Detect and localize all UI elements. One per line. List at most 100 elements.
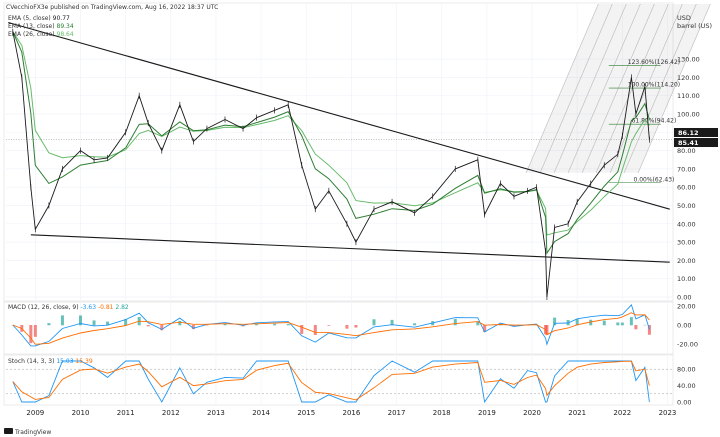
year-tick-14: 2023 [659,409,677,417]
macd-hist-6 [79,315,83,326]
year-tick-6: 2015 [297,409,315,417]
tv-brand: TradingView [14,429,51,436]
lower-trendline [30,234,670,263]
prev-price-tag [674,138,718,147]
macd-panel [3,301,674,355]
macd-label: MACD (12, 26, close, 9) -3.63 -0.81 2.82 [8,304,129,311]
macd-tick-0: 20.00 [677,303,696,311]
year-tick-8: 2017 [388,409,406,417]
macd-hist-42 [589,319,593,326]
channel-line-8 [637,3,711,173]
channel-line-4 [581,3,655,173]
fib-label-0: 123.60%(126.42) [628,59,680,66]
macd-hist-47 [634,325,638,330]
price-tick-12: 10.00 [677,275,696,283]
macd-hist-25 [354,325,358,328]
macd-hist-19 [273,323,277,326]
ema13-line [12,31,650,255]
stoch-tick-2: 0.00 [677,399,691,407]
macd-hist-16 [223,323,227,326]
macd-hist-41 [575,319,579,326]
channel-line-6 [609,3,683,173]
channel-line-7 [623,3,697,173]
time-axis: 2009 2010 2011 2012 2013 2014 2015 2016 2017 2018… [26,409,676,417]
stoch-k-line [12,360,650,404]
year-tick-5: 2014 [252,409,270,417]
macd-hist-9 [124,319,128,326]
channel-line-3 [567,3,641,173]
trendlines [8,21,670,263]
ema26-line [12,31,650,236]
fib-levels: 123.60%(126.42) 100.00%(114.20) 61.80%(94.… [6,59,680,183]
price-tick-5: 80.00 [677,147,696,155]
legend: EMA (5, close) 90.77 EMA (13, close) 89.… [8,15,74,38]
year-tick-7: 2016 [343,409,361,417]
macd-hist-14 [191,325,195,330]
fib-label-2: 61.80%(94.42) [632,118,677,125]
macd-hist-27 [390,319,394,326]
macd-hist-21 [300,325,304,334]
year-tick-13: 2022 [613,409,631,417]
legend-ema5: EMA (5, close) 90.77 [8,15,70,22]
price-tick-6: 70.00 [677,165,696,173]
macd-hist-12 [160,325,164,331]
year-tick-1: 2010 [72,409,90,417]
macd-hist-30 [453,318,457,326]
price-unit-barrel: barrel (US) [677,22,712,30]
macd-hist-7 [92,320,96,326]
macd-line [12,304,650,347]
macd-tick-1: 0.00 [677,322,691,330]
macd-hist-13 [178,320,182,326]
channel-line-5 [595,3,669,173]
year-tick-10: 2019 [478,409,496,417]
macd-hist-34 [512,325,516,327]
stoch-label: Stoch (14, 3, 3) 15.03 15.39 [8,358,93,365]
macd-hist-45 [620,322,624,326]
macd-hist-26 [372,319,376,326]
last-price-label: 86.12 [678,129,699,137]
macd-hist-44 [616,322,620,326]
macd-hist-4 [47,323,51,326]
prev-price-label: 85.41 [678,139,699,147]
year-tick-11: 2020 [523,409,541,417]
macd-series: 20.00 0.00 -20.00 [11,303,698,349]
macd-hist-31 [476,321,480,326]
upper-trendline [8,21,670,210]
price-tick-8: 50.00 [677,202,696,210]
macd-hist-22 [313,325,317,336]
price-tick-9: 40.00 [677,220,696,228]
macd-hist-32 [483,325,487,333]
fib-channel [525,3,711,173]
macd-hist-38 [545,325,549,335]
year-tick-3: 2012 [162,409,180,417]
price-tick-3: 100.00 [677,111,700,119]
price-axis: 130.00120.00110.00100.0090.0080.0070.006… [677,56,700,302]
macd-hist-43 [602,320,606,326]
stoch-tick-1: 40.00 [677,382,696,390]
price-series [12,28,650,300]
legend-ema13: EMA (13, close) 89.34 [8,23,74,30]
tradingview-logo: TradingView [4,428,51,436]
price-tick-0: 130.00 [677,56,700,64]
macd-hist-11 [146,325,150,327]
stoch-panel [3,354,674,406]
macd-hist-23 [327,325,331,326]
price-tick-7: 60.00 [677,184,696,192]
macd-hist-24 [345,325,349,329]
price-tick-10: 30.00 [677,239,696,247]
channel-line-2 [553,3,627,173]
fib-label-1: 100.00%(114.20) [628,82,680,89]
stoch-tick-0: 80.00 [677,366,696,374]
year-tick-12: 2021 [568,409,586,417]
macd-hist-46 [629,317,633,326]
fib-label-3: 0.00%(62.43) [633,176,674,183]
price-tick-2: 110.00 [677,92,700,100]
macd-hist-39 [553,317,557,326]
channel-line-0 [525,3,599,173]
macd-hist-5 [60,315,64,326]
price-tick-1: 120.00 [677,74,700,82]
author-line: CVecchioFX3e published on TradingView.co… [6,4,218,11]
stoch-d-line [12,360,650,401]
price-unit-usd: USD [677,14,691,22]
